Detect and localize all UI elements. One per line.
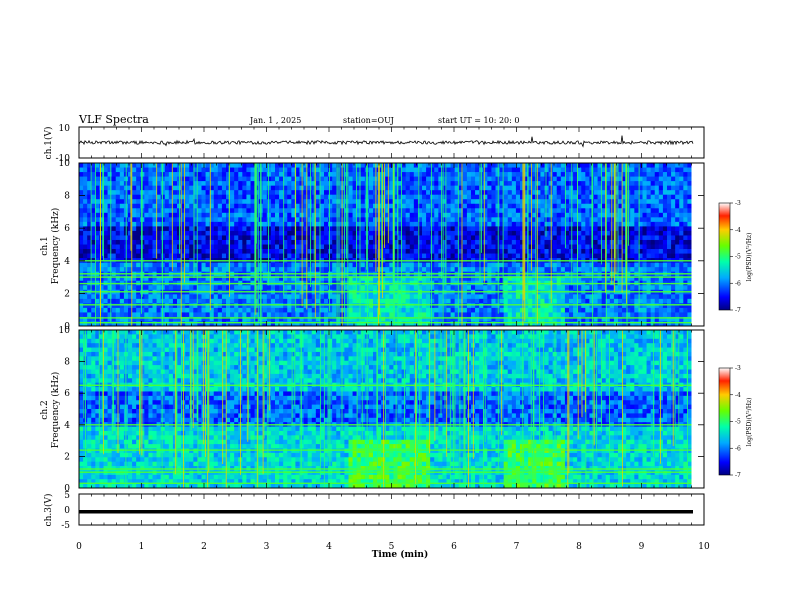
ch1-ytick: 6 — [64, 224, 70, 234]
time-tick-label: 10 — [698, 542, 710, 552]
ch2-ytick: 4 — [64, 421, 70, 431]
ch1-waveform-line — [78, 135, 694, 148]
colorbar-tick-label: -4 — [735, 227, 741, 234]
ch1-colorbar: -3 -4 -5 -6 -7 log(PSD)(V²/Hz) — [718, 200, 753, 314]
band-line — [79, 471, 692, 473]
band-line — [79, 304, 692, 306]
ch2-ylabel-frequency: Frequency (kHz) — [50, 372, 61, 449]
time-tick-label: 7 — [514, 542, 520, 552]
time-tick-label: 8 — [576, 542, 582, 552]
ch1-ytick-10: 10 — [59, 124, 71, 134]
time-tick-label: 2 — [201, 542, 207, 552]
time-axis-label: Time (min) — [372, 549, 429, 560]
colorbar-tick-label: -4 — [735, 392, 741, 399]
colorbar-tick-label: -7 — [735, 307, 741, 314]
ch3-ytick-5: 5 — [64, 491, 70, 501]
ch1-ytick-neg10: -10 — [56, 154, 71, 164]
start-time-label: start UT = 10: 20: 0 — [438, 116, 519, 125]
time-tick-label: 3 — [264, 542, 270, 552]
ch1-ylabel-frequency: Frequency (kHz) — [50, 208, 61, 285]
ch2-ytick: 6 — [64, 389, 70, 399]
ch2-spectrogram-image — [79, 330, 704, 489]
ch1-waveform-panel: 10 -10 ch.1(V) — [43, 124, 705, 164]
time-tick-label: 1 — [139, 542, 145, 552]
ch1-spectrogram-image — [79, 163, 704, 327]
time-tick-label: 0 — [76, 542, 82, 552]
band-line — [79, 322, 692, 324]
time-tick-label: 9 — [639, 542, 645, 552]
ch2-ytick: 2 — [64, 452, 70, 462]
band-line — [79, 482, 692, 484]
ch2-colorbar-label: log(PSD)(V²/Hz) — [746, 398, 753, 447]
ch2-ylabel-channel: ch.2 — [40, 400, 50, 419]
ch3-ytick-0: 0 — [64, 506, 70, 516]
ch2-ytick: 8 — [64, 358, 70, 368]
band-line — [79, 468, 692, 470]
ch2-colorbar: -3 -4 -5 -6 -7 log(PSD)(V²/Hz) — [718, 365, 753, 479]
colorbar-tick-label: -6 — [735, 445, 741, 452]
band-line — [79, 317, 692, 319]
ch3-ytick-neg5: -5 — [61, 521, 70, 531]
band-line — [79, 449, 692, 451]
band-line — [79, 291, 692, 293]
time-tick-label: 5 — [389, 542, 395, 552]
colorbar-tick-label: -3 — [735, 365, 741, 372]
station-label: station=OUJ — [343, 116, 394, 125]
colorbar-tick-label: -6 — [735, 280, 741, 287]
ch2-ytick: 10 — [59, 326, 71, 336]
time-tick-label: 4 — [326, 542, 332, 552]
ch1-ytick: 10 — [59, 159, 71, 169]
band-line — [79, 276, 692, 278]
colorbar-tick-label: -5 — [735, 254, 741, 261]
ch1-ytick: 2 — [64, 289, 70, 299]
ch1-colorbar-label: log(PSD)(V²/Hz) — [746, 233, 753, 282]
ch1-ytick: 8 — [64, 192, 70, 202]
ch1-ylabel: ch.1(V) — [43, 127, 54, 160]
band-line — [79, 282, 692, 285]
ch1-spectrogram-panel: 0 2 4 6 8 10 ch.1 Frequency (kHz) — [40, 159, 705, 332]
ch3-waveform-panel: 5 0 -5 ch.3(V) — [43, 491, 705, 531]
time-axis: 0 1 2 3 4 5 6 7 8 9 10 — [76, 542, 710, 552]
time-tick-label: 6 — [451, 542, 457, 552]
figure-title: VLF Spectra — [78, 113, 149, 126]
band-line — [79, 260, 692, 262]
colorbar-tick-label: -5 — [735, 419, 741, 426]
ch2-spectrogram-panel: 0 2 4 6 8 10 ch.2 Frequency (kHz) — [40, 326, 705, 494]
band-line — [79, 273, 692, 275]
ch2-ytick: 0 — [64, 484, 70, 494]
ch3-ylabel: ch.3(V) — [43, 494, 54, 527]
colorbar-tick-label: -7 — [735, 472, 741, 479]
colorbar-tick-label: -3 — [735, 200, 741, 207]
date-label: Jan. 1 , 2025 — [249, 116, 301, 125]
ch3-waveform-line — [79, 510, 693, 514]
ch1-ytick: 0 — [64, 322, 70, 332]
ch1-ytick: 4 — [64, 257, 70, 267]
ch1-ylabel-channel: ch.1 — [40, 236, 50, 255]
